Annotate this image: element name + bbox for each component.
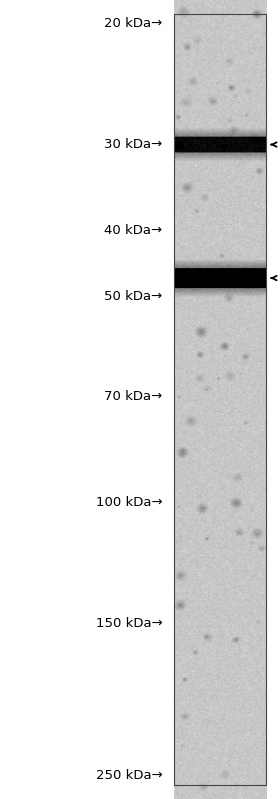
Text: 250 kDa→: 250 kDa→ (96, 769, 162, 781)
Text: 50 kDa→: 50 kDa→ (104, 290, 162, 303)
Text: 30 kDa→: 30 kDa→ (104, 138, 162, 151)
Text: 40 kDa→: 40 kDa→ (104, 224, 162, 237)
Bar (174, 14, 266, 785)
Text: www.ptgab.com: www.ptgab.com (201, 358, 211, 441)
Text: 70 kDa→: 70 kDa→ (104, 390, 162, 403)
Text: 20 kDa→: 20 kDa→ (104, 18, 162, 30)
Text: 100 kDa→: 100 kDa→ (96, 496, 162, 509)
Text: 150 kDa→: 150 kDa→ (96, 617, 162, 630)
